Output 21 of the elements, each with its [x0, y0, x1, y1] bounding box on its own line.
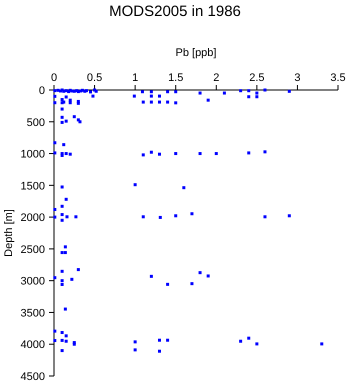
- x-tick-label: 1.5: [168, 72, 184, 84]
- x-tick-label: 0.5: [86, 72, 102, 84]
- x-tick-label: 1: [132, 72, 138, 84]
- y-axis-title: Depth [m]: [3, 209, 15, 257]
- x-tick-label: 0: [50, 72, 58, 84]
- y-tick-label: 2500: [20, 244, 45, 256]
- x-tick-label: 2: [213, 72, 220, 84]
- y-tick-label: 0: [38, 85, 45, 97]
- chart-title: MODS2005 in 1986: [109, 3, 241, 20]
- y-tick-label: 4500: [20, 371, 45, 383]
- y-tick-label: 1000: [20, 148, 45, 161]
- y-tick-label: 500: [26, 116, 45, 129]
- y-tick-label: 1500: [20, 180, 45, 192]
- y-tick-label: 2000: [20, 212, 45, 224]
- x-tick-label: 2.5: [249, 72, 265, 84]
- y-tick-label: 3000: [20, 276, 45, 288]
- x-tick-label: 3: [294, 72, 300, 84]
- x-tick-label: 3.5: [330, 72, 346, 84]
- y-tick-label: 4000: [20, 339, 45, 352]
- x-axis-title: Pb [ppb]: [176, 47, 216, 59]
- y-tick-label: 3500: [20, 307, 45, 320]
